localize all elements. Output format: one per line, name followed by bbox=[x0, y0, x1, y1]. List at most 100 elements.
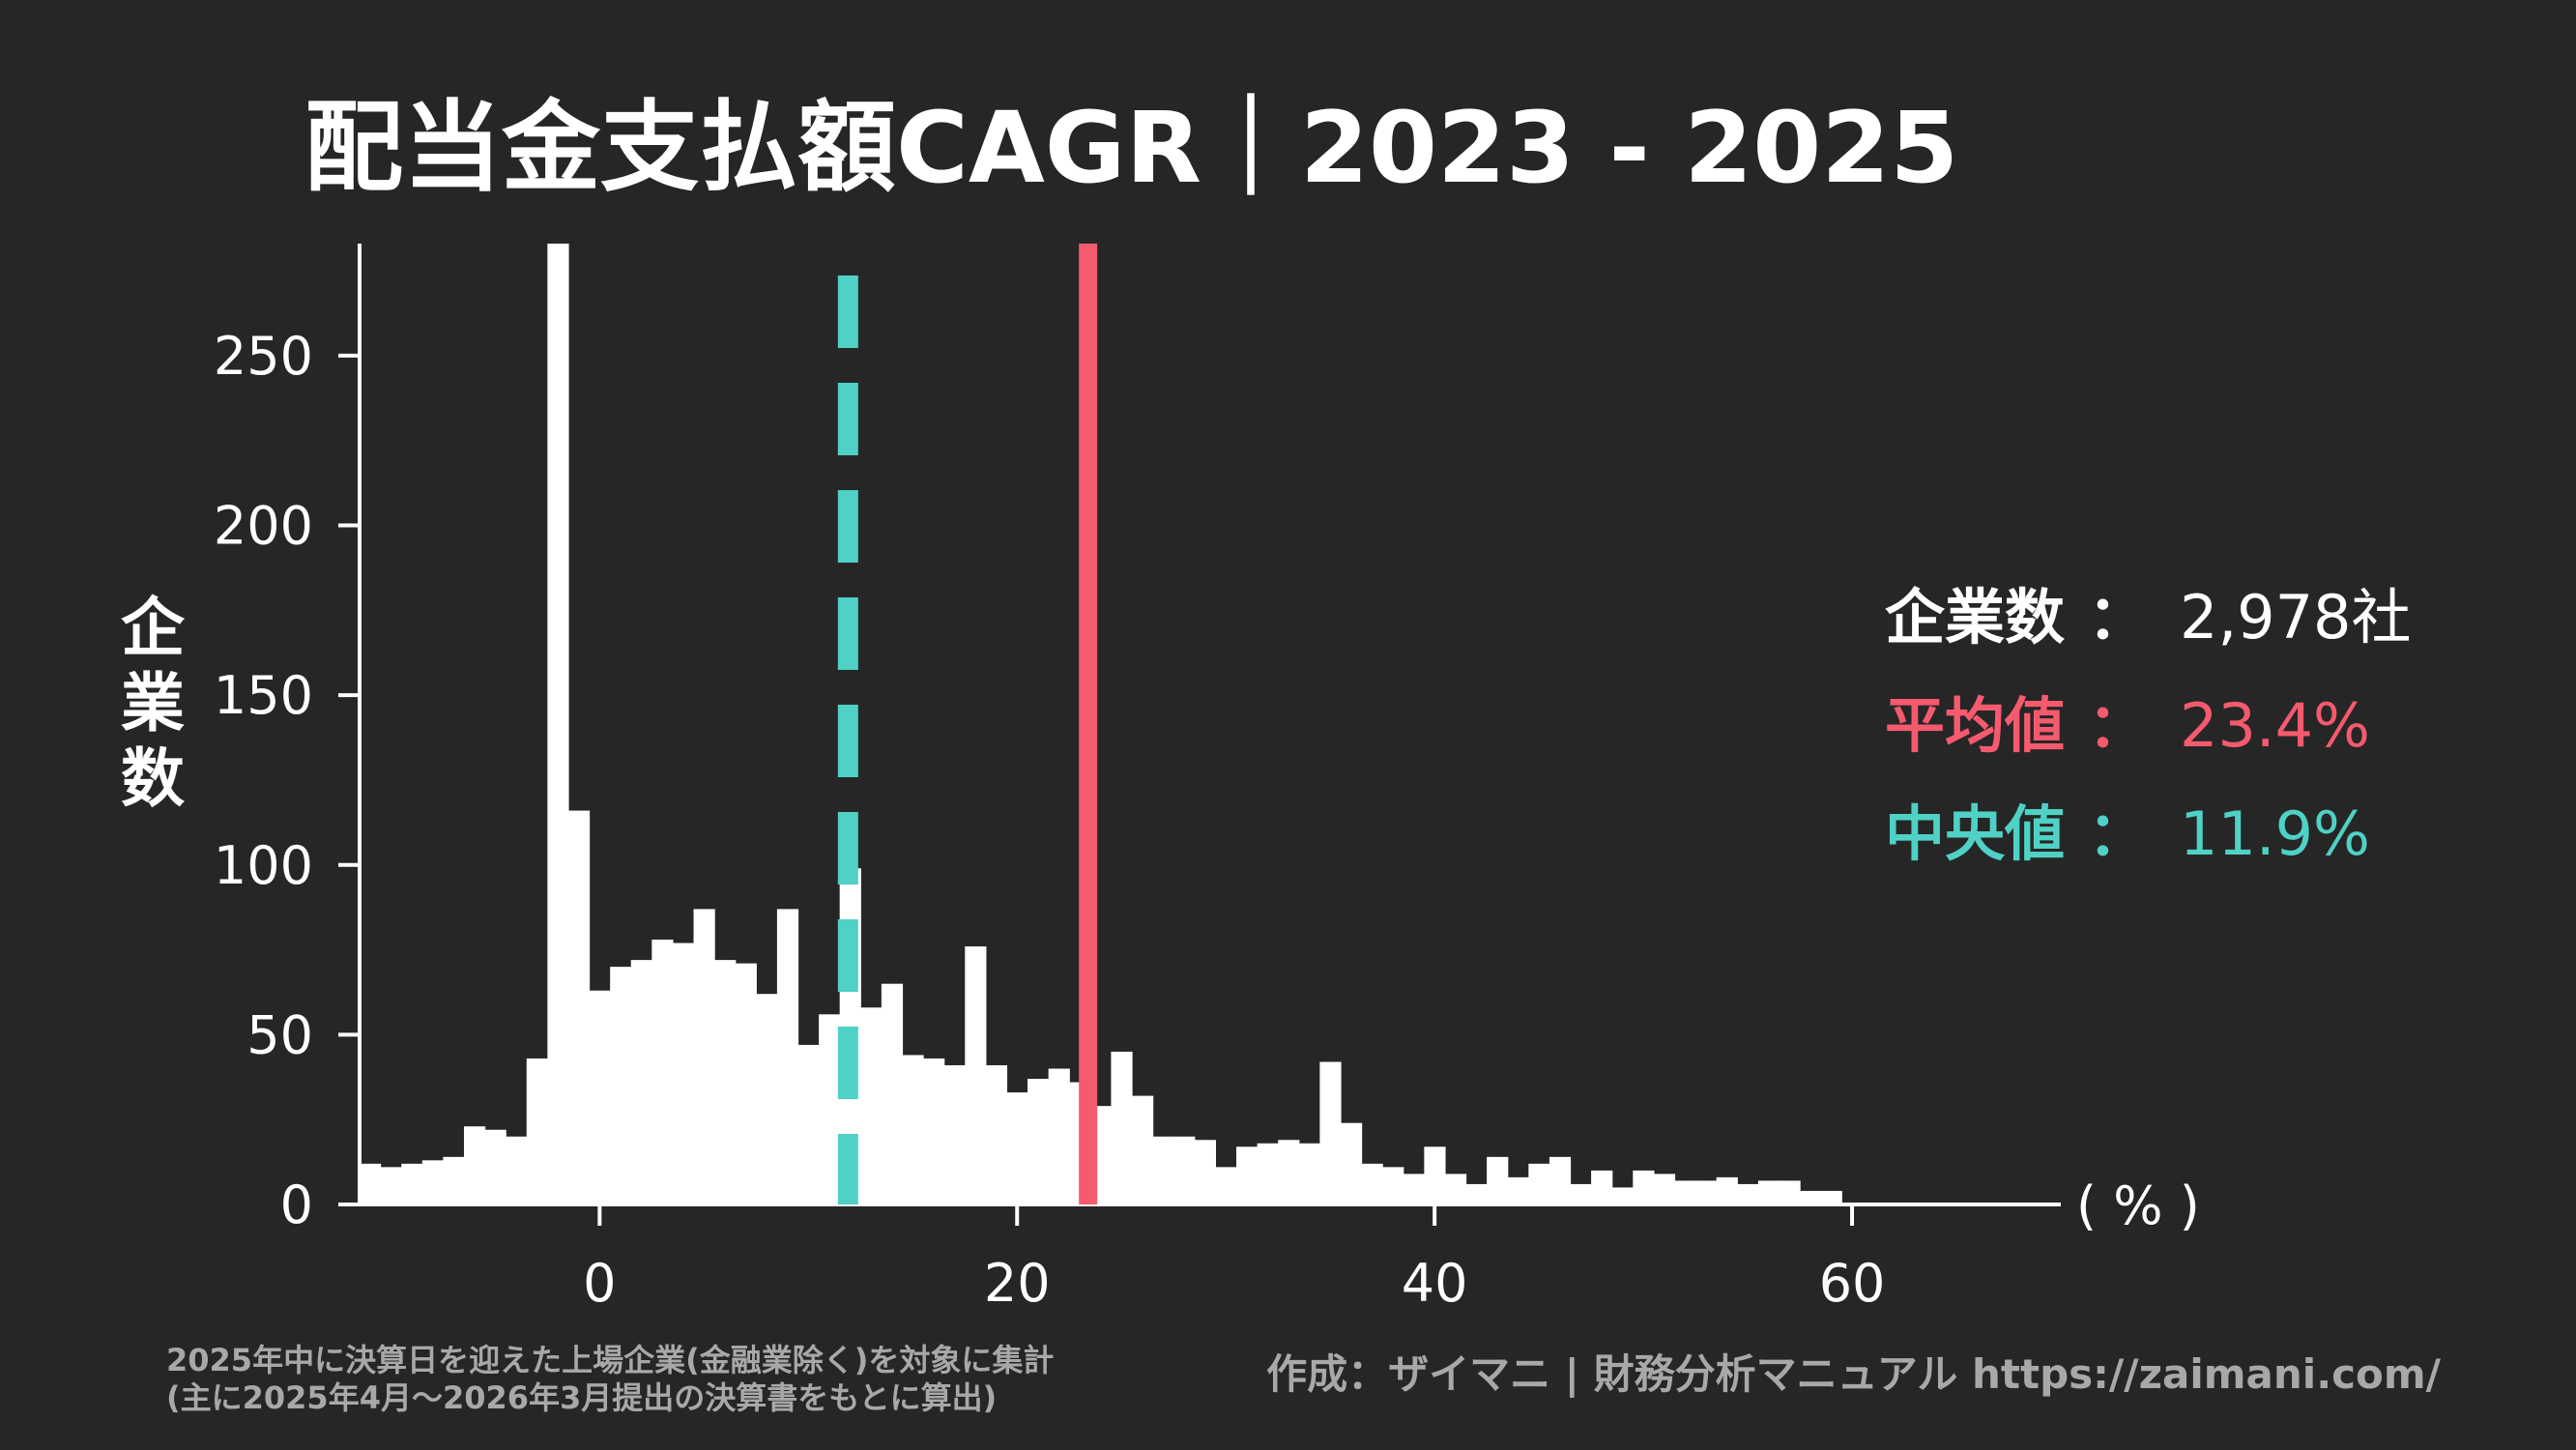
histogram-bar bbox=[776, 909, 799, 1204]
histogram-bar bbox=[526, 1058, 548, 1204]
histogram-bar bbox=[902, 1055, 924, 1204]
credit-text: 作成：ザイマニ | 財務分析マニュアル https://zaimani.com/ bbox=[1266, 1350, 2442, 1398]
histogram-bar bbox=[1257, 1143, 1279, 1204]
x-tick-label: 60 bbox=[1819, 1253, 1886, 1314]
histogram-bar bbox=[1633, 1170, 1655, 1204]
histogram-bar bbox=[1779, 1180, 1801, 1204]
histogram-bar bbox=[1820, 1190, 1842, 1204]
y-tick-label: 200 bbox=[214, 496, 313, 557]
histogram-bar bbox=[693, 909, 715, 1204]
y-tick-label: 50 bbox=[246, 1004, 313, 1065]
histogram-bar bbox=[797, 1044, 820, 1204]
stats-legend: 企業数 ： 2,978社 平均値 ： 23.4% 中央値 ： 11.9% bbox=[1885, 582, 2412, 869]
histogram-bar bbox=[756, 994, 778, 1204]
histogram-bar bbox=[1173, 1136, 1196, 1204]
histogram-bar bbox=[360, 1163, 382, 1204]
histogram-bar bbox=[1695, 1180, 1718, 1204]
y-axis-label-char: 業 bbox=[121, 666, 185, 740]
histogram-bar bbox=[965, 946, 987, 1204]
histogram-bar bbox=[1194, 1140, 1216, 1204]
histogram-bar bbox=[1716, 1176, 1738, 1204]
histogram-bar bbox=[1111, 1051, 1133, 1204]
chart-title: 配当金支払額CAGR｜2023 - 2025 bbox=[304, 91, 1958, 206]
y-axis-label-char: 数 bbox=[121, 741, 185, 816]
y-axis-label: 企業数 bbox=[121, 591, 186, 816]
y-tick-label: 0 bbox=[280, 1174, 313, 1235]
histogram-bar bbox=[1653, 1174, 1676, 1204]
histogram-bar bbox=[1570, 1183, 1592, 1204]
histogram-bar bbox=[1132, 1095, 1154, 1204]
histogram-bar bbox=[1548, 1156, 1572, 1204]
histogram-bar bbox=[1340, 1122, 1363, 1204]
y-tick-label: 150 bbox=[214, 665, 313, 726]
count-value: 2,978社 bbox=[2180, 582, 2412, 652]
histogram-bar bbox=[1528, 1163, 1550, 1204]
mean-value: 23.4% bbox=[2180, 690, 2370, 761]
histogram-bar bbox=[651, 940, 674, 1204]
x-axis: 0 20 40 60 bbox=[340, 1203, 2061, 1314]
histogram-bar bbox=[1006, 1092, 1028, 1204]
histogram-bar bbox=[1319, 1061, 1342, 1204]
median-label: 中央値 bbox=[1885, 798, 2065, 869]
histogram-bar bbox=[1507, 1176, 1529, 1204]
histogram-bar bbox=[923, 1058, 945, 1204]
histogram-bar bbox=[819, 1014, 841, 1204]
y-tick-label: 100 bbox=[214, 835, 313, 896]
mean-label: 平均値 bbox=[1885, 690, 2065, 761]
histogram-bar bbox=[1278, 1140, 1300, 1204]
histogram-bar bbox=[1403, 1174, 1425, 1204]
histogram-bar bbox=[672, 942, 695, 1204]
x-axis-unit: ( % ) bbox=[2076, 1175, 2200, 1236]
histogram-bar bbox=[1737, 1183, 1759, 1204]
y-axis: 0 50 100 150 200 250 bbox=[214, 244, 362, 1235]
histogram-bar bbox=[985, 1064, 1008, 1204]
histogram-bar bbox=[547, 244, 569, 1204]
histogram-bar bbox=[881, 983, 904, 1204]
histogram-bar bbox=[1611, 1187, 1634, 1204]
histogram-bar bbox=[401, 1163, 423, 1204]
histogram-bar bbox=[714, 960, 737, 1204]
x-tick-label: 0 bbox=[583, 1253, 616, 1314]
count-colon: ： bbox=[2088, 582, 2148, 652]
histogram-bar bbox=[1215, 1167, 1237, 1204]
histogram-bar bbox=[1424, 1146, 1446, 1204]
histogram-bar bbox=[943, 1064, 966, 1204]
median-value: 11.9% bbox=[2180, 798, 2370, 869]
histogram-bar bbox=[1444, 1174, 1467, 1204]
histogram-bar bbox=[630, 960, 652, 1204]
histogram-bar bbox=[735, 963, 757, 1204]
histogram-bar bbox=[1487, 1156, 1509, 1204]
histogram-bar bbox=[1361, 1163, 1383, 1204]
histogram-bar bbox=[1235, 1146, 1259, 1204]
histogram-bar bbox=[1028, 1079, 1050, 1204]
histogram-bar bbox=[860, 1007, 883, 1204]
reference-lines bbox=[837, 244, 1098, 1204]
histogram-bar bbox=[1591, 1170, 1613, 1204]
histogram-bar bbox=[567, 810, 591, 1204]
footnote-line-2: (主に2025年4月〜2026年3月提出の決算書をもとに算出) bbox=[166, 1379, 997, 1416]
x-tick-label: 40 bbox=[1402, 1253, 1468, 1314]
count-label: 企業数 bbox=[1885, 582, 2065, 652]
histogram-bar bbox=[1465, 1183, 1488, 1204]
histogram-bar bbox=[1757, 1180, 1780, 1204]
histogram-bar bbox=[589, 990, 611, 1204]
y-axis-label-char: 企 bbox=[121, 591, 186, 665]
histogram-bar bbox=[1674, 1180, 1696, 1204]
histogram-bar bbox=[1048, 1068, 1070, 1204]
footnote-line-1: 2025年中に決算日を迎えた上場企業(金融業除く)を対象に集計 bbox=[166, 1342, 1054, 1378]
histogram-bar bbox=[1298, 1143, 1320, 1204]
y-tick-label: 250 bbox=[214, 326, 313, 387]
bar-series bbox=[360, 244, 1842, 1204]
histogram-bar bbox=[463, 1126, 486, 1204]
histogram-bar bbox=[484, 1129, 507, 1204]
histogram-bar bbox=[610, 967, 632, 1204]
histogram-bar bbox=[380, 1167, 402, 1204]
mean-colon: ： bbox=[2088, 690, 2148, 761]
x-tick-label: 20 bbox=[984, 1253, 1051, 1314]
histogram-bar bbox=[443, 1156, 465, 1204]
histogram-bar bbox=[1800, 1190, 1822, 1204]
histogram-bar bbox=[506, 1136, 528, 1204]
histogram-bar bbox=[421, 1160, 444, 1204]
histogram-bar bbox=[1382, 1167, 1404, 1204]
